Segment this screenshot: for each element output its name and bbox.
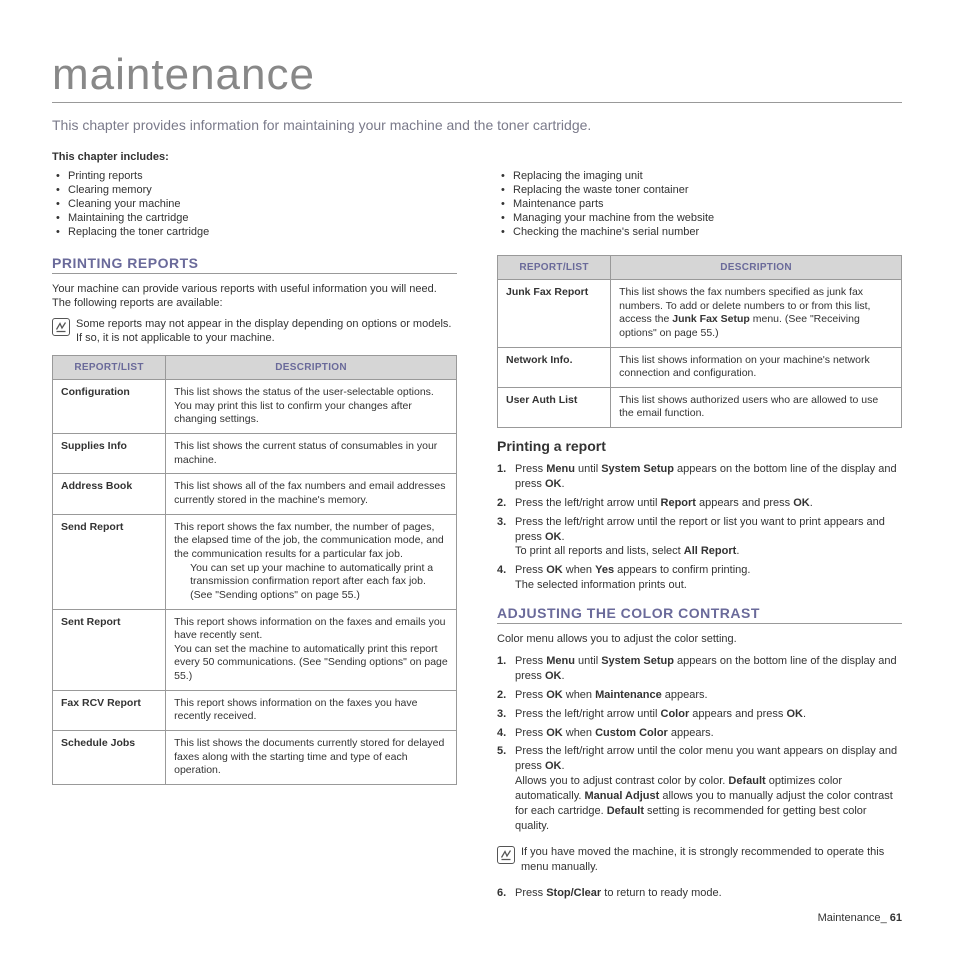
section-adjusting-color: ADJUSTING THE COLOR CONTRAST	[497, 605, 902, 624]
chapter-includes-label: This chapter includes:	[52, 151, 902, 163]
reports-table-left: REPORT/LIST DESCRIPTION ConfigurationThi…	[52, 355, 457, 785]
list-item: Replacing the toner cartridge	[52, 225, 457, 239]
section2-intro: Color menu allows you to adjust the colo…	[497, 632, 902, 646]
list-item: Replacing the waste toner container	[497, 183, 902, 197]
table-header-description: DESCRIPTION	[611, 256, 902, 280]
note-row: If you have moved the machine, it is str…	[497, 845, 902, 874]
table-header-description: DESCRIPTION	[166, 356, 457, 380]
step-item: Press the left/right arrow until Report …	[497, 494, 902, 513]
report-description: This list shows the current status of co…	[166, 434, 457, 474]
section-printing-reports: PRINTING REPORTS	[52, 255, 457, 274]
report-name: Supplies Info	[53, 434, 166, 474]
step-item: Press OK when Yes appears to confirm pri…	[497, 561, 902, 595]
page-title: maintenance	[52, 50, 902, 103]
step-item: Press OK when Custom Color appears.	[497, 724, 902, 743]
report-name: Network Info.	[498, 347, 611, 387]
report-description: This report shows the fax number, the nu…	[166, 514, 457, 609]
subheading-printing-report: Printing a report	[497, 438, 902, 454]
report-description: This report shows information on the fax…	[166, 609, 457, 690]
table-row: User Auth ListThis list shows authorized…	[498, 387, 902, 427]
page-subtitle: This chapter provides information for ma…	[52, 117, 902, 133]
report-name: Schedule Jobs	[53, 731, 166, 785]
table-row: Supplies InfoThis list shows the current…	[53, 434, 457, 474]
printing-report-steps: Press Menu until System Setup appears on…	[497, 460, 902, 595]
footer-label: Maintenance	[818, 912, 881, 924]
report-name: Address Book	[53, 474, 166, 514]
table-row: ConfigurationThis list shows the status …	[53, 380, 457, 434]
reports-table-right: REPORT/LIST DESCRIPTION Junk Fax ReportT…	[497, 255, 902, 428]
note-icon	[52, 318, 70, 336]
page-footer: Maintenance_ 61	[818, 912, 902, 924]
adjusting-color-steps: Press Menu until System Setup appears on…	[497, 652, 902, 835]
table-row: Network Info.This list shows information…	[498, 347, 902, 387]
table-row: Sent ReportThis report shows information…	[53, 609, 457, 690]
chapter-list-right: Replacing the imaging unitReplacing the …	[497, 169, 902, 239]
chapter-includes-columns: Printing reportsClearing memoryCleaning …	[52, 169, 902, 913]
report-description: This list shows the status of the user-s…	[166, 380, 457, 434]
report-description: This list shows information on your mach…	[611, 347, 902, 387]
chapter-list-left: Printing reportsClearing memoryCleaning …	[52, 169, 457, 239]
list-item: Managing your machine from the website	[497, 211, 902, 225]
list-item: Cleaning your machine	[52, 197, 457, 211]
report-name: Send Report	[53, 514, 166, 609]
step-item: Press Menu until System Setup appears on…	[497, 652, 902, 686]
footer-sep: _	[881, 912, 887, 924]
table-header-report: REPORT/LIST	[53, 356, 166, 380]
list-item: Maintenance parts	[497, 197, 902, 211]
list-item: Clearing memory	[52, 183, 457, 197]
footer-page: 61	[890, 912, 902, 924]
step-item: Press the left/right arrow until the col…	[497, 742, 902, 835]
report-name: Fax RCV Report	[53, 690, 166, 730]
report-description: This list shows authorized users who are…	[611, 387, 902, 427]
table-row: Address BookThis list shows all of the f…	[53, 474, 457, 514]
report-name: Configuration	[53, 380, 166, 434]
table-row: Fax RCV ReportThis report shows informat…	[53, 690, 457, 730]
note-row: Some reports may not appear in the displ…	[52, 317, 457, 346]
report-name: Sent Report	[53, 609, 166, 690]
note-icon	[497, 846, 515, 864]
table-header-report: REPORT/LIST	[498, 256, 611, 280]
section2-note: If you have moved the machine, it is str…	[521, 845, 902, 874]
step-item: Press Menu until System Setup appears on…	[497, 460, 902, 494]
report-description: This list shows the documents currently …	[166, 731, 457, 785]
table-row: Send ReportThis report shows the fax num…	[53, 514, 457, 609]
table-row: Schedule JobsThis list shows the documen…	[53, 731, 457, 785]
list-item: Checking the machine's serial number	[497, 225, 902, 239]
step-item: Press the left/right arrow until the rep…	[497, 513, 902, 562]
section1-note: Some reports may not appear in the displ…	[76, 317, 457, 346]
step-item: Press OK when Maintenance appears.	[497, 686, 902, 705]
adjusting-color-step6: Press Stop/Clear to return to ready mode…	[497, 884, 902, 903]
table-row: Junk Fax ReportThis list shows the fax n…	[498, 280, 902, 348]
list-item: Printing reports	[52, 169, 457, 183]
step-item: Press the left/right arrow until Color a…	[497, 705, 902, 724]
report-description: This list shows all of the fax numbers a…	[166, 474, 457, 514]
section1-intro: Your machine can provide various reports…	[52, 282, 457, 311]
list-item: Replacing the imaging unit	[497, 169, 902, 183]
report-name: Junk Fax Report	[498, 280, 611, 348]
report-description: This list shows the fax numbers specifie…	[611, 280, 902, 348]
list-item: Maintaining the cartridge	[52, 211, 457, 225]
report-name: User Auth List	[498, 387, 611, 427]
report-description: This report shows information on the fax…	[166, 690, 457, 730]
